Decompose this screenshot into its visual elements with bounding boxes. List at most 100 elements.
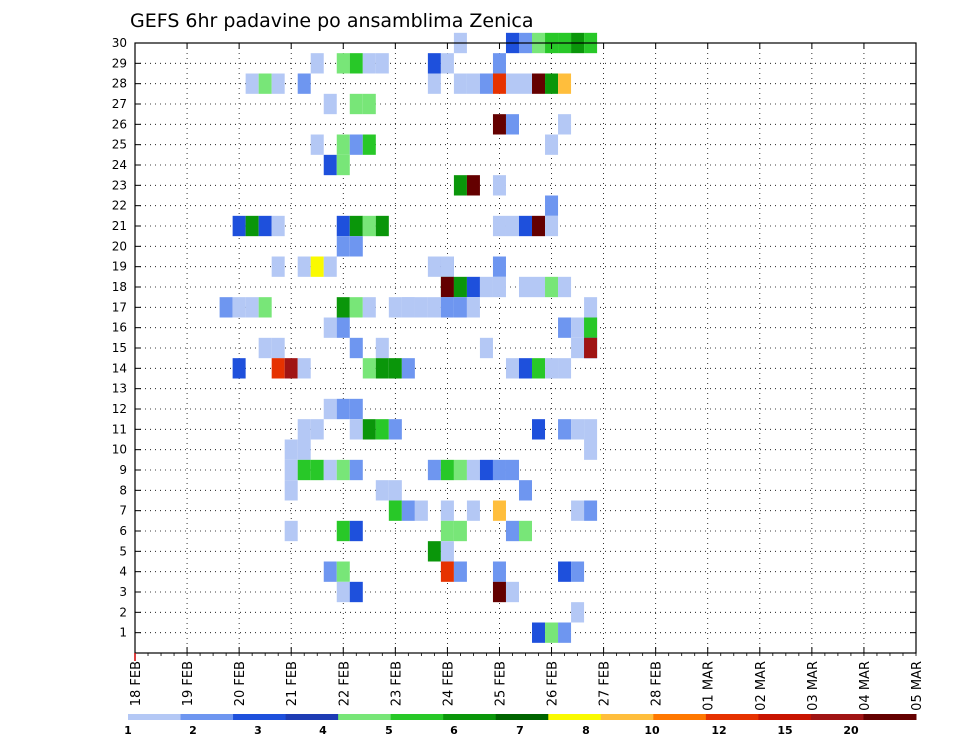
grid-layer [135, 42, 916, 653]
y-tick-label: 5 [119, 544, 127, 558]
heatmap-cell [545, 358, 559, 379]
y-tick-label: 23 [112, 178, 127, 192]
heatmap-cell [492, 561, 506, 582]
heatmap-cell [532, 419, 546, 440]
heatmap-cell [492, 114, 506, 135]
heatmap-cell [245, 297, 259, 318]
colorbar-swatch [758, 714, 812, 720]
heatmap-cell [505, 114, 519, 135]
heatmap-cell [323, 256, 337, 277]
x-tick-label: 18 FEB [129, 661, 144, 706]
heatmap-cell [532, 276, 546, 298]
heatmap-cell [323, 154, 337, 176]
heatmap-cell [414, 500, 428, 521]
heatmap-cell [584, 500, 598, 521]
y-tick-label: 28 [112, 77, 127, 91]
y-tick-label: 9 [119, 463, 127, 477]
heatmap-cell [297, 459, 311, 481]
colorbar-label: 4 [319, 724, 327, 737]
colorbar-swatch [705, 714, 759, 720]
heatmap-cell [532, 622, 546, 643]
heatmap-cell [310, 256, 324, 277]
heatmap-cell [349, 134, 363, 155]
heatmap-cell [558, 358, 572, 379]
y-tick-label: 15 [112, 341, 127, 355]
heatmap-cell [584, 439, 598, 460]
heatmap-cell [232, 358, 246, 379]
colorbar-label: 1 [124, 724, 132, 737]
heatmap-cell [401, 358, 415, 379]
x-tick-label: 28 FEB [650, 661, 665, 706]
heatmap-cell [232, 297, 246, 318]
colorbar-label: 2 [189, 724, 197, 737]
colorbar-swatch [653, 714, 707, 720]
heatmap-cell [440, 256, 454, 277]
heatmap-cell [297, 419, 311, 440]
heatmap-cell [297, 73, 311, 94]
heatmap-cell [310, 53, 324, 74]
colorbar-label: 20 [843, 724, 859, 737]
colorbar-swatch [285, 714, 339, 720]
x-axis: 18 FEB 19 FEB 20 FEB 21 FEB 22 FEB 23 FEB 24 F… [129, 43, 925, 711]
colorbar-swatch [180, 714, 234, 720]
heatmap-cell [427, 459, 441, 481]
y-tick-label: 10 [112, 443, 127, 457]
heatmap-cell [466, 500, 480, 521]
heatmap-cell [310, 134, 324, 155]
x-tick-label: 19 FEB [181, 661, 196, 706]
x-tick-label: 02 MAR [754, 661, 769, 711]
heatmap-cell [558, 561, 572, 582]
heatmap-cell [558, 622, 572, 643]
heatmap-cell [440, 459, 454, 481]
heatmap-cell [297, 358, 311, 379]
x-tick-label: 25 FEB [493, 661, 508, 706]
heatmap-cell [440, 276, 454, 298]
heatmap-cell [284, 358, 298, 379]
heatmap-cell [284, 480, 298, 501]
heatmap-cell [349, 297, 363, 318]
heatmap-cell [427, 297, 441, 318]
heatmap-cell [545, 134, 559, 155]
heatmap-cell [336, 398, 350, 420]
y-tick-label: 22 [112, 199, 127, 213]
y-tick-label: 19 [112, 260, 127, 274]
heatmap-cell [466, 73, 480, 94]
heatmap-cell [545, 276, 559, 298]
heatmap-cell [505, 73, 519, 94]
heatmap-cell [401, 297, 415, 318]
heatmap-cell [584, 419, 598, 440]
heatmap-cell [558, 73, 572, 94]
heatmap-cell [505, 459, 519, 481]
heatmap-cell [323, 459, 337, 481]
colorbar-swatch [495, 714, 549, 720]
heatmap-cell [518, 358, 533, 379]
colorbar-swatch [390, 714, 444, 720]
heatmap-cell [336, 561, 350, 582]
heatmap-cell [375, 337, 389, 359]
heatmap-cell [558, 114, 572, 135]
heatmap-cell [453, 175, 467, 196]
heatmap-cell [440, 561, 454, 582]
heatmap-cell [492, 256, 506, 277]
y-tick-label: 13 [112, 382, 127, 396]
y-tick-label: 21 [112, 219, 127, 233]
heatmap-cell [271, 73, 285, 94]
x-tick-label: 27 FEB [598, 661, 613, 706]
heatmap-cell [284, 459, 298, 481]
heatmap-cell [388, 297, 402, 318]
heatmap-cell [323, 398, 337, 420]
heatmap-cell [219, 297, 233, 318]
heatmap-cell [284, 439, 298, 460]
heatmap-cell [271, 337, 285, 359]
heatmap-cell [518, 480, 533, 501]
heatmap-cell [427, 73, 441, 94]
heatmap-cell [453, 520, 467, 542]
heatmap-cell [453, 459, 467, 481]
y-tick-label: 6 [119, 524, 127, 538]
heatmap-cell [518, 520, 533, 542]
heatmap-cell [349, 337, 363, 359]
heatmap-cell [479, 337, 493, 359]
heatmap-cell [505, 581, 519, 603]
colorbar-label: 5 [385, 724, 393, 737]
